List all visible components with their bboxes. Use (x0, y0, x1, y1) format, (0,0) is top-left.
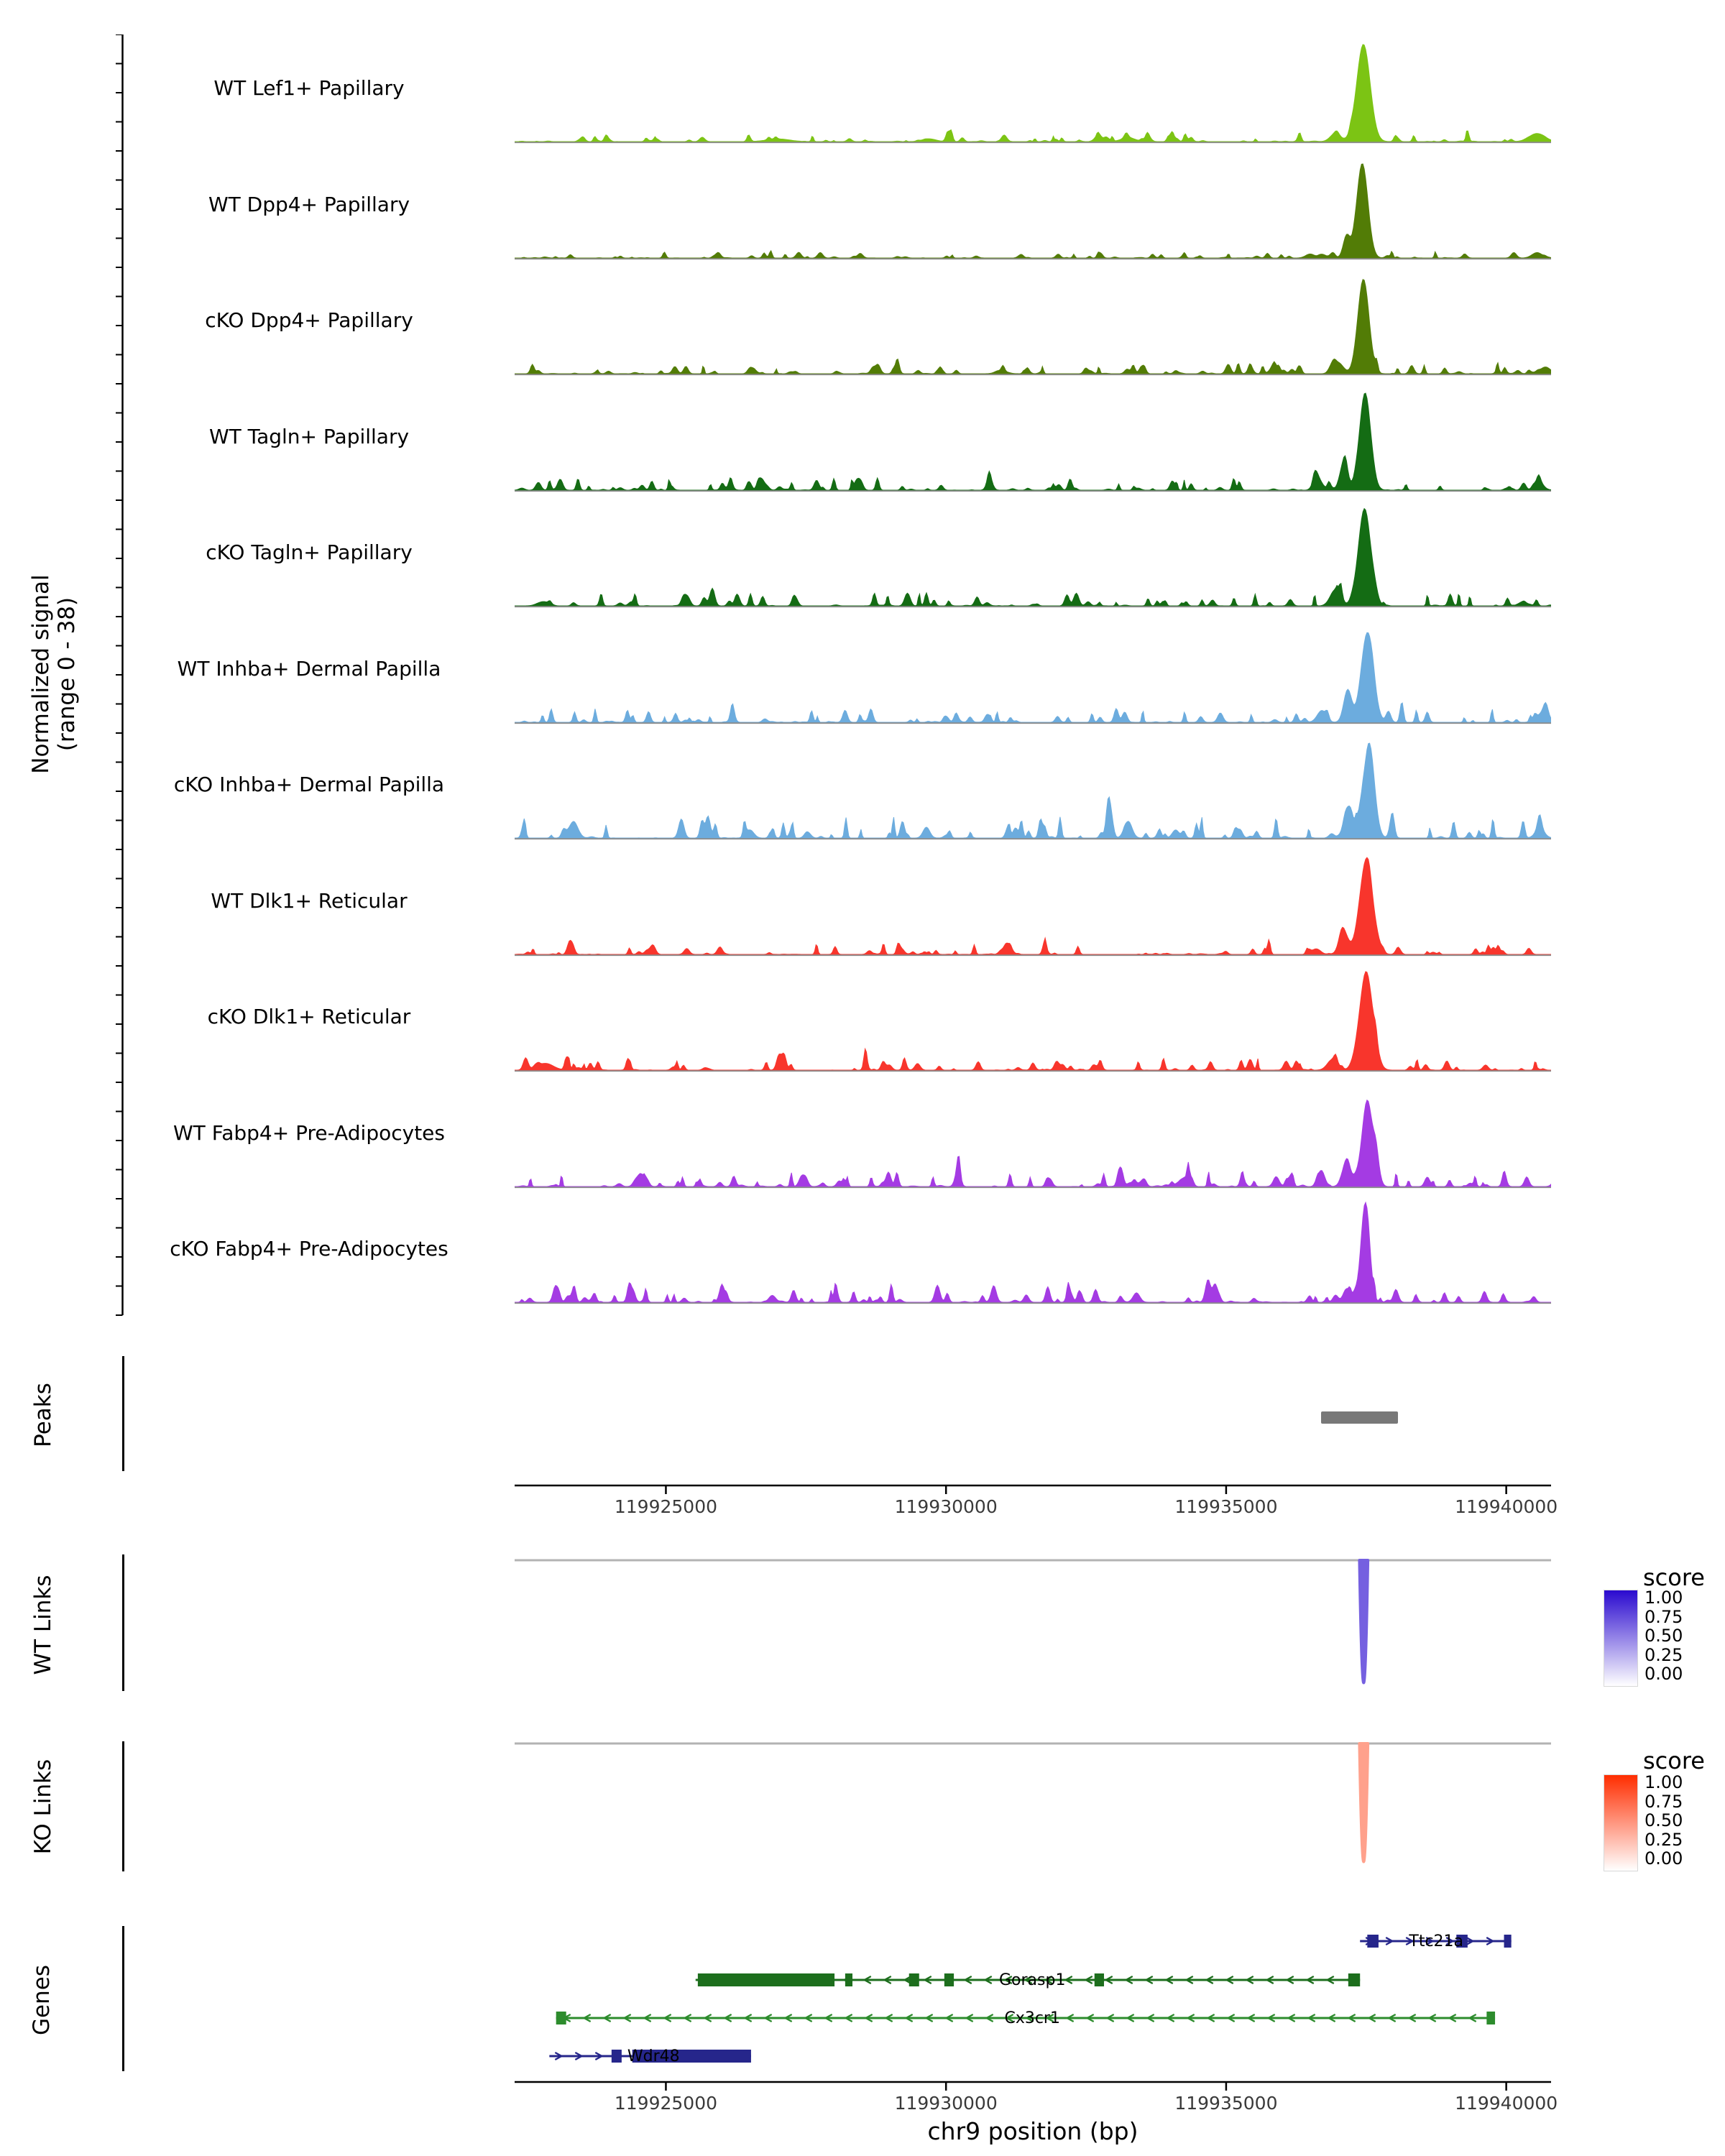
peaks-section-bracket (122, 1356, 124, 1471)
signal-track-plot (515, 1099, 1551, 1188)
legend-tick-label: 1.00 (1644, 1772, 1683, 1792)
axis-tick-label: 119940000 (1455, 2093, 1558, 2114)
signal-section-axis (116, 34, 124, 1316)
gene-name-label: Wdr48 (627, 2047, 680, 2065)
signal-track-label: cKO Dlk1+ Reticular (207, 1005, 411, 1028)
wt-legend-ticks: 1.00 0.75 0.50 0.25 0.00 (1644, 1588, 1683, 1684)
wt-links-section-label: WT Links (30, 1575, 56, 1675)
genes-section-bracket (122, 1926, 124, 2071)
axis-tick-label: 119930000 (895, 2093, 998, 2114)
gene-models-track: Ttc21a Gorasp1 Cx3cr1 Wdr48 (549, 1932, 1512, 2065)
signal-track-plot (515, 742, 1551, 840)
genome-axis-top: 119925000 119930000 119935000 119940000 (515, 1484, 1558, 1517)
ko-score-colorbar (1604, 1774, 1638, 1871)
signal-track-row: cKO Tagln+ Papillary (0, 500, 1725, 609)
wt-score-colorbar (1604, 1590, 1638, 1687)
signal-track-row: cKO Dpp4+ Papillary (0, 268, 1725, 377)
signal-track-plot (515, 632, 1551, 724)
signal-track-row: WT Lef1+ Papillary (0, 36, 1725, 145)
signal-track-row: cKO Inhba+ Dermal Papilla (0, 732, 1725, 842)
gene-gorasp1: Gorasp1 (695, 1971, 1361, 1989)
signal-track-row: WT Tagln+ Papillary (0, 384, 1725, 494)
wt-link-arc (1358, 1559, 1370, 1685)
signal-track-label: cKO Inhba+ Dermal Papilla (173, 773, 445, 796)
legend-tick-label: 0.00 (1644, 1664, 1683, 1685)
x-axis-title: chr9 position (bp) (927, 2117, 1138, 2145)
gene-name-label: Cx3cr1 (1004, 2009, 1060, 2027)
axis-tick-label: 119925000 (615, 1496, 717, 1517)
legend-tick-label: 0.25 (1644, 1829, 1683, 1850)
gene-name-label: Gorasp1 (999, 1971, 1065, 1989)
axis-tick-label: 119935000 (1174, 2093, 1277, 2114)
signal-track-plot (515, 279, 1551, 376)
gene-ttc21a: Ttc21a (1360, 1932, 1512, 1950)
legend-tick-label: 0.25 (1644, 1644, 1683, 1665)
legend-tick-label: 0.50 (1644, 1810, 1683, 1831)
legend-tick-label: 0.75 (1644, 1606, 1683, 1627)
wt-legend-title: score (1643, 1564, 1705, 1591)
ko-links-section-label: KO Links (30, 1759, 56, 1855)
ko-links-section-bracket (122, 1741, 124, 1871)
wt-links-section-bracket (122, 1554, 124, 1691)
wt-links-track (515, 1559, 1551, 1685)
signal-track-plot (515, 1201, 1551, 1304)
signal-track-label: WT Dlk1+ Reticular (211, 888, 408, 913)
ko-link-arc (1358, 1742, 1370, 1864)
ko-legend-ticks: 1.00 0.75 0.50 0.25 0.00 (1644, 1773, 1683, 1869)
signal-track-plot (515, 507, 1551, 608)
signal-track-label: WT Lef1+ Papillary (213, 76, 405, 100)
signal-track-plot (515, 44, 1551, 144)
legend-tick-label: 0.50 (1644, 1626, 1683, 1646)
signal-track-row: cKO Fabp4+ Pre-Adipocytes (0, 1197, 1725, 1306)
gene-name-label: Ttc21a (1408, 1932, 1463, 1950)
signal-track-label: cKO Fabp4+ Pre-Adipocytes (170, 1237, 448, 1261)
ko-links-track (515, 1742, 1551, 1864)
signal-track-label: WT Tagln+ Papillary (208, 424, 410, 448)
ko-legend-title: score (1643, 1747, 1705, 1774)
signal-track-plot (515, 971, 1551, 1072)
legend-tick-label: 0.75 (1644, 1791, 1683, 1812)
signal-track-plot (515, 162, 1551, 259)
gene-cx3cr1: Cx3cr1 (556, 2009, 1496, 2027)
axis-tick-label: 119935000 (1174, 1496, 1277, 1517)
axis-tick-label: 119940000 (1455, 1496, 1558, 1517)
genome-axis-bottom: 119925000 119930000 119935000 119940000 (515, 2081, 1558, 2114)
signal-track-row: WT Inhba+ Dermal Papilla (0, 617, 1725, 726)
axis-tick-label: 119930000 (895, 1496, 998, 1517)
signal-track-label: cKO Dpp4+ Papillary (205, 308, 413, 332)
signal-track-label: WT Fabp4+ Pre-Adipocytes (173, 1120, 445, 1145)
signal-track-label: WT Dpp4+ Papillary (208, 192, 410, 216)
signal-track-row: WT Fabp4+ Pre-Adipocytes (0, 1081, 1725, 1190)
signal-track-label: WT Inhba+ Dermal Papilla (177, 656, 441, 681)
signal-track-plot (515, 392, 1551, 492)
legend-tick-label: 0.00 (1644, 1848, 1683, 1869)
peaks-section-label: Peaks (30, 1383, 56, 1447)
signal-track-row: cKO Dlk1+ Reticular (0, 964, 1725, 1074)
axis-tick-label: 119925000 (615, 2093, 717, 2114)
signal-track-row: WT Dpp4+ Papillary (0, 152, 1725, 262)
gene-wdr48: Wdr48 (549, 2047, 751, 2065)
signal-track-plot (515, 856, 1551, 956)
signal-track-row: WT Dlk1+ Reticular (0, 849, 1725, 958)
signal-track-label: cKO Tagln+ Papillary (206, 540, 413, 564)
legend-tick-label: 1.00 (1644, 1588, 1683, 1608)
peak-interval-bar (1321, 1411, 1399, 1424)
genes-section-label: Genes (29, 1965, 55, 2035)
